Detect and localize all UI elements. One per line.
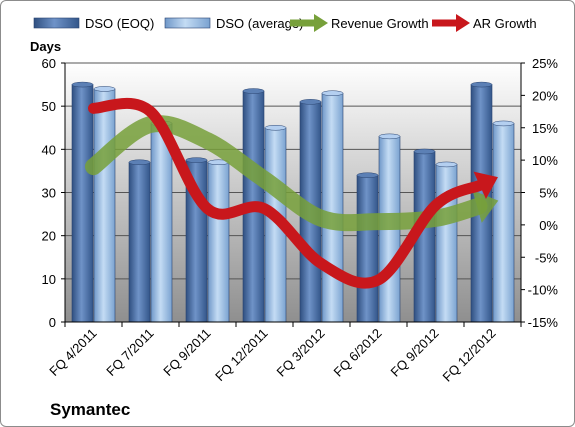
legend-arrowhead-ar-growth bbox=[456, 14, 470, 32]
arrowhead-ar-growth bbox=[473, 171, 498, 199]
legend-label-revenue-growth: Revenue Growth bbox=[331, 16, 429, 31]
bar-dso-average bbox=[93, 88, 116, 323]
y-axis-left-ticks: 0 10 20 30 40 50 60 bbox=[42, 56, 65, 330]
company-label: Symantec bbox=[50, 400, 130, 419]
bar-cap bbox=[435, 161, 458, 168]
y-left-tick-label: 10 bbox=[42, 272, 56, 287]
y-right-tick-label: 25% bbox=[532, 56, 558, 71]
x-tick-label: FQ 9/2011 bbox=[160, 326, 213, 379]
bar-cap bbox=[470, 81, 493, 88]
bar-cap bbox=[492, 120, 515, 127]
x-tick-label: FQ 9/2012 bbox=[388, 326, 442, 380]
y-right-tick-label: 10% bbox=[532, 153, 558, 168]
legend-swatch-dso-average bbox=[164, 17, 211, 29]
line-ar-growth bbox=[88, 97, 486, 289]
x-tick-label: FQ 3/2012 bbox=[274, 326, 328, 380]
bar-dso-average bbox=[492, 123, 515, 323]
bar-cap bbox=[413, 148, 436, 155]
bar-cap bbox=[378, 133, 401, 140]
bar-dso-eoq bbox=[128, 161, 151, 323]
bar-cap bbox=[242, 88, 265, 94]
legend-label-dso-average: DSO (average) bbox=[216, 16, 303, 31]
x-tick-label: FQ 6/2012 bbox=[331, 326, 385, 380]
legend-arrowhead-revenue-growth bbox=[314, 14, 328, 32]
y-left-tick-label: 30 bbox=[42, 186, 56, 201]
legend-swatch-dso-eoq bbox=[33, 17, 80, 29]
y-right-tick-label: 20% bbox=[532, 88, 558, 103]
y-right-tick-label: -5% bbox=[535, 250, 559, 265]
x-tick-label: FQ 7/2011 bbox=[103, 326, 156, 379]
bar-dso-average bbox=[150, 123, 173, 323]
bar-cap bbox=[356, 172, 379, 178]
bar-dso-average bbox=[321, 92, 344, 323]
bar-dso-average bbox=[207, 161, 230, 323]
bar-cap bbox=[128, 159, 151, 166]
x-tick-label: FQ 12/2011 bbox=[212, 326, 270, 384]
y-left-tick-label: 60 bbox=[42, 56, 56, 71]
y-axis-right-ticks: -15% -10% -5% 0% 5% 10% 15% 20% 25% bbox=[521, 56, 558, 330]
y-left-tick-label: 50 bbox=[42, 99, 56, 114]
legend-label-dso-eoq: DSO (EOQ) bbox=[85, 16, 154, 31]
legend-label-ar-growth: AR Growth bbox=[473, 16, 537, 31]
y-left-tick-label: 40 bbox=[42, 142, 56, 157]
y-right-tick-label: 5% bbox=[539, 186, 558, 201]
x-tick-label: FQ 4/2011 bbox=[46, 326, 99, 379]
x-tick-label: FQ 12/2012 bbox=[439, 326, 498, 385]
arrowhead-revenue-growth bbox=[472, 190, 499, 223]
bar-cap bbox=[299, 99, 322, 105]
bar-cap bbox=[264, 125, 287, 131]
bar-dso-eoq bbox=[71, 84, 94, 323]
y-right-tick-label: -15% bbox=[528, 315, 559, 330]
y-axis-left-label: Days bbox=[30, 39, 61, 54]
y-left-tick-label: 20 bbox=[42, 229, 56, 244]
y-right-tick-label: -10% bbox=[528, 283, 559, 298]
bar-cap bbox=[93, 86, 116, 92]
legend: DSO (EOQ) DSO (average) Revenue Growth AR G… bbox=[33, 14, 537, 32]
bar-cap bbox=[185, 157, 208, 163]
y-left-tick-label: 0 bbox=[49, 315, 56, 330]
bar-dso-eoq bbox=[356, 174, 379, 323]
y-right-tick-label: 0% bbox=[539, 218, 558, 233]
bar-cap bbox=[71, 81, 94, 88]
growth-lines bbox=[85, 97, 499, 289]
y-right-tick-label: 15% bbox=[532, 121, 558, 136]
bar-cap bbox=[321, 90, 344, 96]
